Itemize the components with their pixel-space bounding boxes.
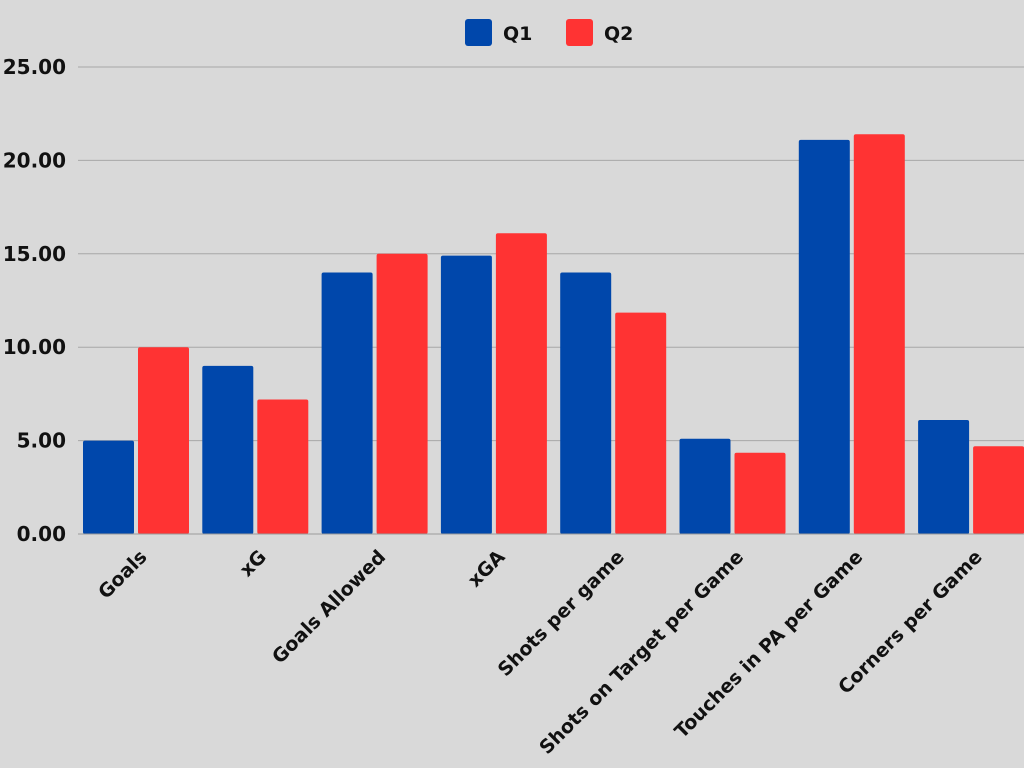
x-tick-label: xG bbox=[236, 546, 271, 581]
y-tick-label: 0.00 bbox=[17, 522, 66, 546]
bar-q2-shots-on-target-per-game bbox=[734, 452, 786, 534]
bar-q2-xg bbox=[257, 399, 309, 534]
x-tick-label: xGA bbox=[464, 546, 510, 592]
y-tick-label: 10.00 bbox=[3, 335, 66, 359]
legend-swatch-q2 bbox=[566, 19, 593, 46]
bar-q1-corners-per-game bbox=[918, 420, 970, 534]
y-tick-label: 5.00 bbox=[17, 429, 66, 453]
y-tick-labels: 0.00 5.00 10.00 15.00 20.00 25.00 bbox=[3, 55, 66, 546]
bars bbox=[83, 134, 1024, 535]
bar-q2-shots-per-game bbox=[615, 312, 667, 534]
bar-q2-goals bbox=[138, 347, 189, 534]
bar-q1-xg bbox=[202, 365, 254, 534]
bar-q1-goals bbox=[83, 440, 134, 534]
x-tick-label: Touches in PA per Game bbox=[671, 546, 868, 743]
bar-q1-shots-per-game bbox=[560, 272, 612, 534]
legend: Q1 Q2 bbox=[465, 19, 633, 46]
bar-q2-xga bbox=[495, 233, 547, 534]
bar-q1-xga bbox=[440, 255, 492, 534]
y-tick-label: 15.00 bbox=[3, 242, 66, 266]
bar-q1-shots-on-target-per-game bbox=[679, 438, 731, 534]
y-tick-label: 25.00 bbox=[3, 55, 66, 79]
y-tick-label: 20.00 bbox=[3, 148, 66, 172]
legend-swatch-q1 bbox=[465, 19, 492, 46]
legend-label-q1: Q1 bbox=[503, 23, 532, 45]
bar-q2-touches-in-pa-per-game bbox=[853, 134, 905, 535]
x-tick-label: Goals Allowed bbox=[268, 546, 390, 668]
bar-q1-touches-in-pa-per-game bbox=[798, 139, 850, 535]
legend-label-q2: Q2 bbox=[604, 23, 633, 45]
bar-q1-goals-allowed bbox=[321, 272, 373, 534]
bar-q2-corners-per-game bbox=[973, 446, 1024, 534]
bar-q2-goals-allowed bbox=[376, 253, 428, 535]
x-tick-label: Goals bbox=[94, 546, 151, 603]
x-tick-label: Shots on Target per Game bbox=[535, 546, 748, 759]
x-tick-label: Shots per game bbox=[494, 546, 629, 681]
